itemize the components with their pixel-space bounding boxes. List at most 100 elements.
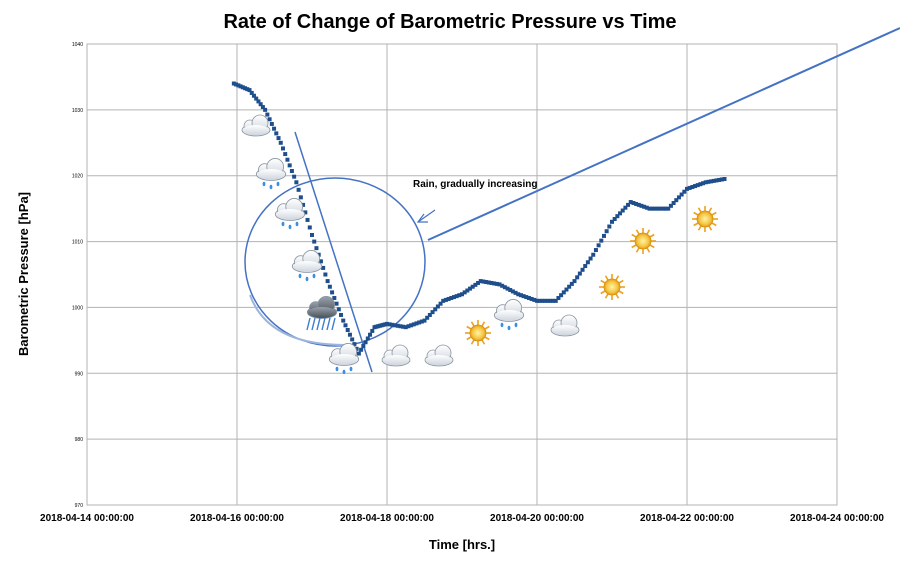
data-point	[634, 201, 639, 206]
data-point	[305, 217, 310, 222]
data-point	[409, 323, 414, 328]
data-point	[310, 232, 314, 237]
data-point	[674, 198, 679, 203]
data-point	[393, 323, 398, 328]
data-point	[341, 318, 346, 323]
data-point	[356, 351, 361, 356]
data-point	[476, 280, 481, 285]
data-point	[411, 322, 416, 327]
data-point	[430, 310, 435, 315]
data-point	[494, 281, 499, 286]
data-point	[709, 179, 714, 184]
data-point	[401, 324, 406, 329]
data-point	[706, 179, 711, 184]
data-point	[449, 296, 454, 301]
data-point	[385, 321, 389, 326]
y-tick-label: 1030	[72, 108, 83, 114]
sun-icon	[630, 228, 656, 254]
data-point	[249, 90, 254, 95]
rain-cloud-icon	[328, 343, 360, 375]
data-point	[314, 246, 319, 251]
cloud-icon	[550, 314, 580, 337]
data-point	[564, 287, 569, 292]
chart-title: Rate of Change of Barometric Pressure vs…	[223, 11, 676, 33]
data-point	[655, 206, 660, 211]
data-point	[231, 81, 236, 86]
data-point	[567, 284, 572, 289]
data-point	[343, 323, 348, 328]
data-point	[236, 83, 241, 88]
data-point	[671, 200, 676, 205]
data-point	[644, 205, 649, 210]
data-point	[278, 140, 283, 145]
data-point	[470, 284, 475, 289]
data-point	[722, 177, 727, 182]
data-point	[406, 324, 411, 329]
data-point	[332, 296, 337, 301]
trend-line	[294, 131, 373, 373]
data-point	[298, 195, 303, 200]
data-point	[553, 298, 558, 303]
data-point	[334, 301, 339, 306]
data-point	[658, 206, 663, 211]
y-tick-label: 970	[75, 503, 84, 509]
data-point	[698, 182, 703, 187]
data-point	[556, 296, 561, 301]
data-point	[484, 280, 489, 285]
data-point	[417, 320, 422, 325]
data-point	[607, 224, 612, 229]
data-point	[572, 279, 577, 284]
data-point	[240, 85, 245, 90]
data-point	[395, 323, 400, 328]
circle-shadow	[249, 294, 346, 346]
data-point	[685, 186, 689, 191]
data-point	[575, 275, 580, 280]
data-point	[604, 229, 609, 234]
data-point	[283, 152, 288, 157]
data-point	[478, 279, 483, 284]
data-point	[307, 225, 312, 230]
data-point	[521, 294, 526, 299]
data-point	[500, 283, 505, 288]
data-point	[365, 336, 370, 341]
data-point	[580, 267, 585, 272]
data-point	[352, 342, 357, 347]
data-point	[535, 298, 539, 303]
data-point	[368, 332, 373, 337]
y-tick-label: 980	[75, 437, 84, 443]
data-point	[569, 281, 574, 286]
data-point	[668, 203, 673, 208]
data-point	[502, 285, 507, 290]
data-point	[540, 298, 545, 303]
weather-icons	[241, 114, 718, 375]
data-point	[414, 321, 419, 326]
data-point	[666, 206, 671, 211]
y-tick-label: 1010	[72, 240, 83, 246]
y-axis: 970 980 990 1000 1010 1020 1030 1040	[72, 42, 83, 509]
data-point	[610, 219, 614, 224]
data-point	[443, 297, 448, 302]
data-point	[695, 183, 700, 188]
rain-cloud-icon	[274, 198, 306, 230]
data-point	[345, 328, 350, 333]
data-point	[327, 284, 332, 289]
data-point	[330, 290, 335, 295]
data-point	[473, 282, 478, 287]
data-point	[513, 290, 518, 295]
data-point	[492, 281, 497, 286]
data-point	[238, 84, 243, 89]
data-point	[679, 192, 684, 197]
data-point	[524, 295, 529, 300]
data-point	[460, 292, 464, 297]
data-point	[276, 136, 281, 141]
y-tick-label: 1020	[72, 174, 83, 180]
data-point	[254, 96, 259, 101]
data-point	[591, 252, 596, 257]
data-point	[545, 298, 550, 303]
data-point	[354, 346, 359, 351]
data-point	[301, 202, 306, 207]
data-point	[422, 318, 427, 323]
y-tick-label: 990	[75, 371, 84, 377]
arrow-line	[417, 209, 436, 223]
